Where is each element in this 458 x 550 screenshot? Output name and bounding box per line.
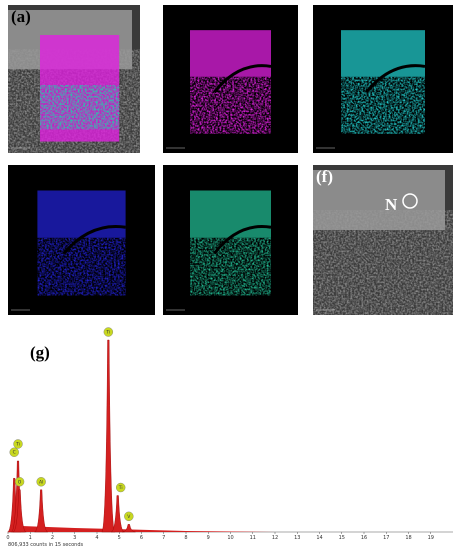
peak-label: O [18,479,22,485]
peak-label: Ti [15,441,20,447]
map [190,237,271,296]
panel: (b) [163,5,298,153]
peak [12,489,27,533]
x-tick-label: 19 [428,535,434,541]
texture [313,170,445,230]
map-crack [62,225,126,255]
peak [111,495,125,533]
x-tick-label: 17 [383,535,389,541]
peak-badge [36,477,46,487]
map-overlay [40,85,120,130]
panel: (e) [163,165,298,315]
peak-badge [124,511,134,522]
peak-badge [115,482,126,493]
panel-label: (e) [166,167,185,186]
map [37,237,126,296]
panel: (a) [8,5,140,153]
panel-label: (b) [166,7,187,26]
panel-label: (d) [11,167,32,186]
peak [122,524,136,533]
peak-label: Al [39,479,43,485]
x-tick-label: 14 [316,535,322,541]
background [10,526,275,532]
panel: (d) [8,165,155,315]
peak-badge [103,327,114,337]
peak-badge [13,439,23,449]
x-tick-label: 4 [95,535,98,541]
panel: (c) [313,5,453,153]
map [190,76,271,134]
map-crack [213,225,272,255]
x-tick-label: 6 [140,535,143,541]
panel-label: (f) [316,167,333,186]
x-tick-label: 13 [294,535,300,541]
x-tick-label: 18 [405,535,411,541]
x-tick-label: 1 [29,535,32,541]
map [341,30,425,77]
x-tick-label: 11 [250,535,256,541]
peak-badge [14,477,25,487]
peak-label: C [13,450,16,456]
map [190,190,271,238]
peak-badge [9,447,19,457]
x-tick-label: 5 [118,535,121,541]
x-tick-label: 12 [272,535,278,541]
point-label: N [385,195,398,214]
x-tick-label: 7 [162,535,165,541]
point-marker [402,193,418,209]
x-tick-label: 0 [6,535,9,541]
peak [34,489,48,533]
map [37,190,126,238]
x-tick-label: 2 [51,535,54,541]
peak [101,339,116,533]
peak-label: Ti [118,485,123,491]
peak-label: V [127,514,131,520]
x-tick-label: 10 [227,535,233,541]
x-tick-label: 8 [184,535,187,541]
map [341,76,425,134]
map-crack [213,64,272,94]
map-crack [365,64,426,94]
x-tick-label: 16 [361,535,367,541]
x-tick-label: 3 [73,535,76,541]
peak-label: Ti [105,330,110,336]
panel-label: (g) [30,343,50,362]
x-tick-label: 15 [339,535,345,541]
footer: 806,933 counts in 15 seconds [8,542,83,548]
panel-label: (c) [316,7,335,26]
map [190,30,271,77]
panel: (f) N [313,165,453,315]
x-tick-label: 9 [207,535,210,541]
panel-label: (a) [11,7,31,26]
